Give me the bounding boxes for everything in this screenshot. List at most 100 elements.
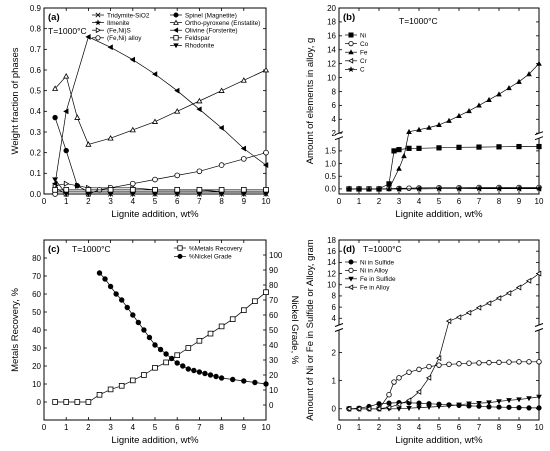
x-axis-label: Lignite addition, wt% (111, 209, 199, 220)
y-tick-label: 0 (332, 405, 337, 414)
series-line (54, 117, 266, 193)
legend-marker (173, 12, 179, 18)
data-point (476, 400, 482, 407)
y-tick-label: 6 (332, 101, 337, 110)
panel-tag: (b) (343, 12, 355, 23)
data-point (475, 304, 482, 311)
data-point (240, 77, 247, 83)
data-point (436, 121, 442, 127)
data-point (395, 185, 403, 192)
data-point (130, 180, 136, 187)
x-tick-label: 5 (437, 197, 442, 206)
data-point (63, 147, 69, 154)
data-point (196, 106, 202, 113)
data-point (129, 191, 136, 198)
data-point (63, 399, 69, 405)
data-point (505, 290, 512, 297)
chart-panel-a: 0.0 0.1 0.2 0.3 0.4 0.5 0.6 0.7 0.8 0.9 0 1 2 3 4 5 6 7 8 9… (10, 4, 271, 220)
data-point (485, 300, 492, 307)
x-tick-label: 4 (417, 197, 422, 206)
data-point (85, 34, 91, 40)
y-tick-label: 1.5 (325, 147, 337, 156)
y-tick-label: 80 (32, 254, 41, 263)
data-point (516, 397, 522, 403)
data-point (436, 145, 442, 151)
legend-label: C (360, 67, 365, 74)
x-tick-label: 8 (497, 423, 502, 432)
data-point (466, 401, 472, 407)
data-point (240, 307, 247, 313)
x-tick-label: 5 (153, 197, 158, 206)
data-point (151, 118, 159, 124)
data-point (118, 297, 125, 303)
series-ni-in-sulfide (346, 399, 542, 412)
data-point (496, 359, 502, 366)
data-point (113, 291, 119, 297)
y-tick-label: 2 (332, 129, 337, 138)
data-point (516, 78, 522, 84)
data-point (365, 405, 372, 412)
series-metals-recovery (52, 289, 269, 405)
data-point (196, 187, 203, 193)
x-tick-label: 4 (131, 197, 136, 206)
x-tick-label: 3 (397, 423, 402, 432)
x-tick-label: 9 (242, 423, 247, 432)
legend-label: Ni in Alloy (360, 268, 389, 275)
y-tick-label: 14 (327, 258, 336, 267)
data-point (405, 397, 412, 404)
x-tick-label: 9 (242, 197, 247, 206)
panel-tag: (a) (48, 12, 60, 23)
legend-marker (95, 27, 102, 34)
data-point (406, 369, 412, 375)
data-point (240, 187, 247, 193)
y-tick-label: 4 (332, 314, 337, 323)
y2-tick-label: 70 (269, 296, 278, 305)
y-tick-label: 20 (32, 362, 41, 371)
y-tick-label: 12 (327, 59, 336, 68)
data-point (466, 108, 472, 114)
y-tick-label: 16 (327, 247, 336, 256)
data-point (240, 145, 247, 152)
legend-label: %Nickel Grade (189, 254, 232, 261)
data-point (486, 359, 492, 366)
x-tick-label: 8 (219, 423, 224, 432)
data-point (536, 394, 542, 400)
x-tick-label: 8 (219, 197, 224, 206)
data-point (52, 85, 59, 91)
data-point (525, 277, 532, 284)
data-point (218, 375, 225, 381)
y-tick-label: 0.5 (325, 172, 337, 181)
data-point (218, 124, 224, 131)
data-point (107, 283, 114, 290)
y-tick-label: 60 (32, 290, 41, 299)
series-fe-ni-alloy (52, 149, 269, 197)
legend-label: Ortho-pyroxene (Enstatite) (185, 20, 260, 27)
legend-label: Ni in Sulfide (360, 259, 395, 266)
legend-marker (95, 35, 101, 41)
x-tick-label: 2 (377, 197, 382, 206)
data-point (536, 405, 542, 411)
x-tick-label: 0 (337, 197, 342, 206)
x-tick-label: 9 (517, 423, 522, 432)
series-ni-in-alloy (346, 359, 542, 412)
series-line (349, 63, 540, 190)
data-point (486, 96, 492, 102)
legend-marker (348, 267, 354, 273)
y-tick-label: 0.6 (30, 66, 42, 75)
data-point (376, 401, 382, 407)
x-axis-label: Lignite addition, wt% (395, 209, 483, 220)
x-tick-label: 0 (42, 423, 47, 432)
data-point (536, 60, 542, 66)
y-tick-label: 0.1 (30, 169, 42, 178)
y-axis-label: Amount of Ni or Fe in Sulfide or Alloy, … (305, 239, 316, 421)
y-tick-label: 0.3 (30, 128, 42, 137)
data-point (174, 87, 180, 94)
data-point (486, 400, 492, 406)
data-point (396, 147, 402, 153)
y2-tick-label: 50 (269, 326, 278, 335)
y2-tick-label: 20 (269, 371, 278, 380)
data-point (241, 156, 247, 162)
data-point (191, 367, 197, 374)
